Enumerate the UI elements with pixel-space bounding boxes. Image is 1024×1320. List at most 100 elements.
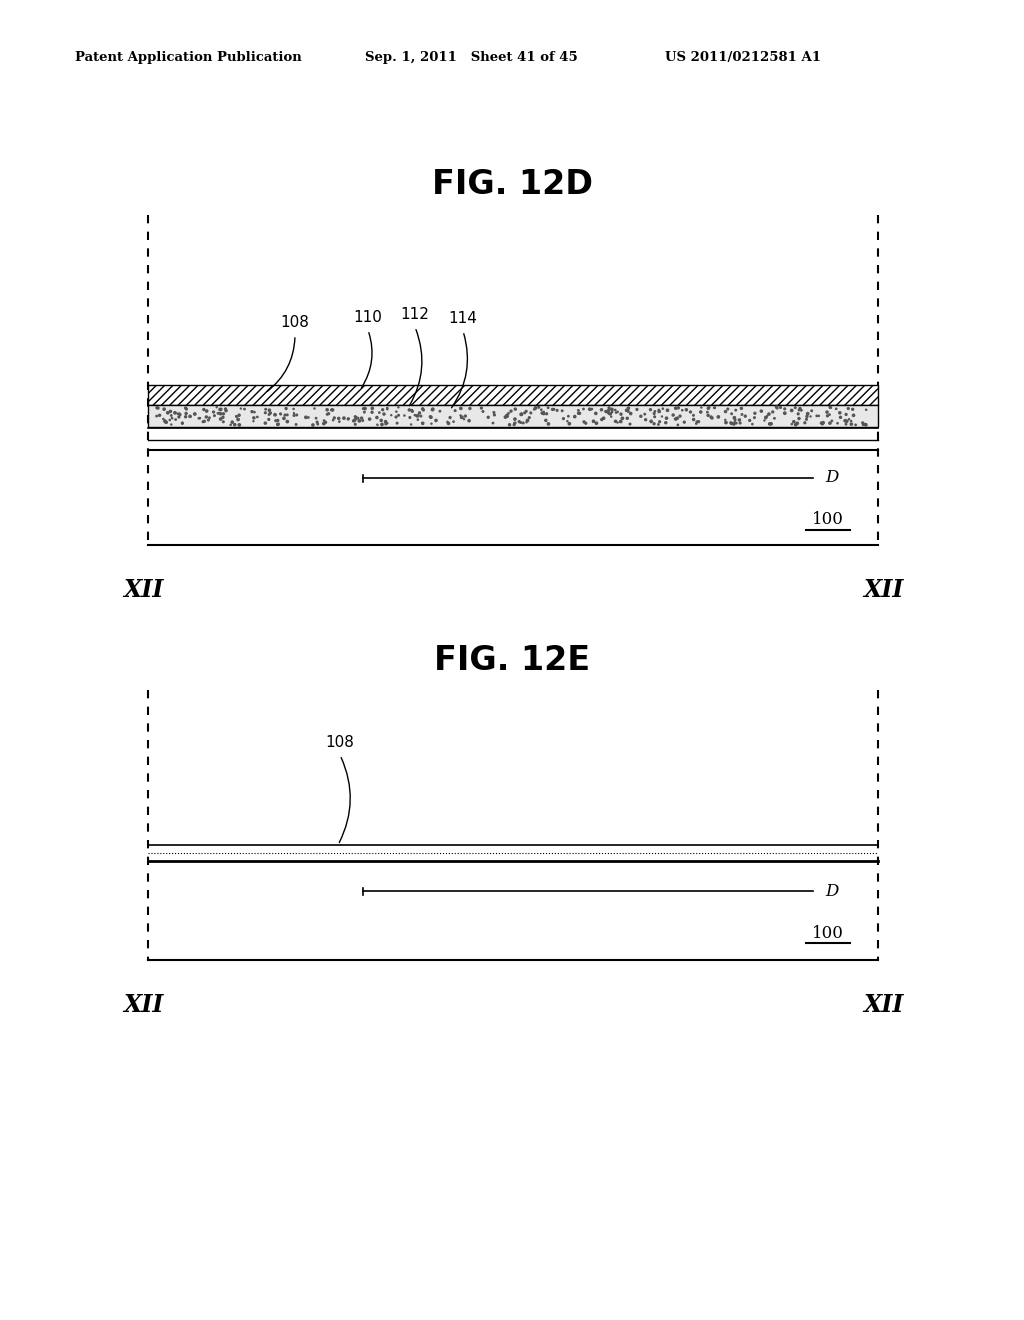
Point bbox=[702, 407, 719, 428]
Point bbox=[858, 414, 874, 436]
Point bbox=[247, 401, 263, 422]
Point bbox=[485, 401, 502, 422]
Point bbox=[518, 412, 535, 433]
Point bbox=[280, 411, 296, 432]
Point bbox=[804, 400, 820, 421]
Point bbox=[722, 412, 738, 433]
Point bbox=[215, 412, 231, 433]
Point bbox=[324, 400, 340, 421]
Point bbox=[228, 405, 245, 426]
Point bbox=[375, 399, 391, 420]
Point bbox=[257, 403, 273, 424]
Point bbox=[275, 408, 292, 429]
Point bbox=[457, 405, 473, 426]
Point bbox=[209, 396, 225, 417]
Point bbox=[515, 412, 531, 433]
Point bbox=[582, 399, 598, 420]
Point bbox=[727, 412, 743, 433]
Point bbox=[545, 399, 561, 420]
Point bbox=[348, 407, 365, 428]
Point bbox=[412, 403, 428, 424]
Point bbox=[588, 403, 604, 424]
Point bbox=[280, 404, 296, 425]
Point bbox=[690, 411, 707, 432]
Point bbox=[670, 414, 686, 436]
Point bbox=[527, 397, 544, 418]
Point bbox=[620, 401, 636, 422]
Point bbox=[158, 412, 174, 433]
Point bbox=[618, 400, 635, 421]
Point bbox=[288, 414, 304, 436]
Point bbox=[584, 399, 600, 420]
Point bbox=[741, 411, 758, 432]
Text: FIG. 12D: FIG. 12D bbox=[431, 169, 593, 202]
Point bbox=[432, 400, 449, 421]
Point bbox=[717, 409, 733, 430]
Point bbox=[210, 403, 226, 424]
Point bbox=[669, 408, 685, 429]
Point bbox=[415, 399, 431, 420]
Point bbox=[785, 411, 802, 432]
Text: XII: XII bbox=[123, 993, 163, 1016]
Point bbox=[383, 405, 399, 426]
Point bbox=[513, 404, 529, 425]
Point bbox=[838, 413, 854, 434]
Point bbox=[206, 405, 222, 426]
Point bbox=[231, 405, 248, 426]
Point bbox=[726, 413, 742, 434]
Point bbox=[318, 399, 335, 420]
Point bbox=[819, 405, 836, 426]
Point bbox=[522, 403, 539, 424]
Point bbox=[178, 399, 195, 420]
Point bbox=[539, 403, 555, 424]
Point bbox=[410, 409, 426, 430]
Point bbox=[772, 397, 788, 418]
Point bbox=[607, 411, 624, 432]
Point bbox=[425, 399, 441, 420]
Text: XII: XII bbox=[863, 578, 903, 602]
Point bbox=[186, 404, 203, 425]
Point bbox=[823, 411, 840, 432]
Point bbox=[278, 397, 294, 418]
Point bbox=[202, 407, 218, 428]
Point bbox=[503, 400, 519, 421]
Point bbox=[621, 397, 637, 418]
Point bbox=[150, 397, 166, 418]
Point bbox=[668, 397, 684, 418]
Point bbox=[588, 413, 604, 434]
Text: 110: 110 bbox=[353, 310, 382, 325]
Point bbox=[668, 408, 684, 429]
Point bbox=[672, 405, 688, 426]
Point bbox=[178, 403, 195, 424]
Point bbox=[177, 407, 194, 428]
Point bbox=[813, 412, 829, 433]
Point bbox=[191, 408, 208, 429]
Point bbox=[790, 413, 806, 434]
Point bbox=[776, 399, 793, 420]
Point bbox=[215, 407, 231, 428]
Point bbox=[348, 408, 365, 429]
Point bbox=[829, 413, 846, 434]
Point bbox=[843, 411, 859, 432]
Point bbox=[841, 409, 857, 430]
Point bbox=[653, 407, 670, 428]
Point bbox=[570, 400, 587, 421]
Point bbox=[170, 403, 186, 424]
Point bbox=[646, 403, 663, 424]
Point bbox=[828, 399, 845, 420]
Point bbox=[355, 399, 372, 420]
Point bbox=[670, 397, 686, 418]
Point bbox=[674, 400, 690, 421]
Point bbox=[389, 413, 406, 434]
Point bbox=[654, 399, 671, 420]
Point bbox=[212, 403, 228, 424]
Point bbox=[612, 404, 629, 425]
Point bbox=[237, 399, 253, 420]
Point bbox=[723, 403, 739, 424]
Point bbox=[217, 399, 233, 420]
Point bbox=[519, 411, 536, 432]
Point bbox=[160, 403, 176, 424]
Point bbox=[689, 412, 706, 433]
Point bbox=[794, 400, 810, 421]
Point bbox=[678, 399, 694, 420]
